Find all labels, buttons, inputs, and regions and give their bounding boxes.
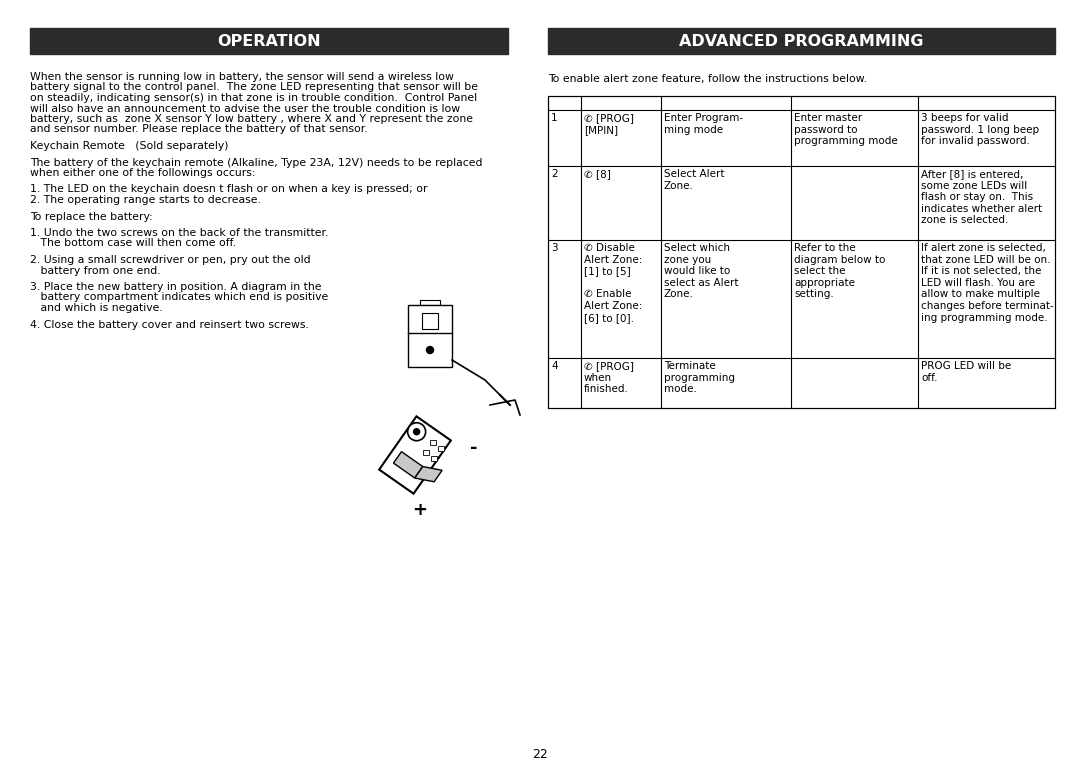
Text: Refer to the
diagram below to
select the
appropriate
setting.: Refer to the diagram below to select the… (794, 243, 886, 299)
Text: 2. The operating range starts to decrease.: 2. The operating range starts to decreas… (30, 195, 261, 205)
Bar (430, 440, 436, 445)
Text: The bottom case will then come off.: The bottom case will then come off. (30, 238, 237, 248)
Text: ✆ Disable
Alert Zone:
[1] to [5]

✆ Enable
Alert Zone:
[6] to [0].: ✆ Disable Alert Zone: [1] to [5] ✆ Enabl… (584, 243, 643, 322)
Bar (422, 313, 438, 329)
Bar (548, 96, 1055, 408)
Bar (438, 446, 444, 451)
Text: on steadily, indicating sensor(s) in that zone is in trouble condition.  Control: on steadily, indicating sensor(s) in tha… (30, 93, 477, 103)
Text: Select Alert
Zone.: Select Alert Zone. (664, 169, 725, 190)
Text: 3 beeps for valid
password. 1 long beep
for invalid password.: 3 beeps for valid password. 1 long beep … (921, 113, 1039, 146)
Bar (30, 28, 508, 54)
Text: To enable alert zone feature, follow the instructions below.: To enable alert zone feature, follow the… (548, 74, 867, 84)
Text: 1: 1 (551, 113, 557, 123)
Text: Enter Program-
ming mode: Enter Program- ming mode (664, 113, 743, 134)
FancyBboxPatch shape (408, 305, 453, 367)
Text: If alert zone is selected,
that zone LED will be on.
If it is not selected, the
: If alert zone is selected, that zone LED… (921, 243, 1054, 322)
Text: battery compartment indicates which end is positive: battery compartment indicates which end … (30, 293, 328, 303)
Bar (423, 450, 429, 455)
Polygon shape (393, 452, 422, 478)
Text: After [8] is entered,
some zone LEDs will
flash or stay on.  This
indicates whet: After [8] is entered, some zone LEDs wil… (921, 169, 1042, 225)
Text: 22: 22 (532, 748, 548, 761)
Text: Terminate
programming
mode.: Terminate programming mode. (664, 361, 735, 394)
Text: ✆ [8]: ✆ [8] (584, 169, 611, 179)
Text: The battery of the keychain remote (Alkaline, Type 23A, 12V) needs to be replace: The battery of the keychain remote (Alka… (30, 157, 483, 167)
Text: and which is negative.: and which is negative. (30, 303, 163, 313)
Bar (420, 300, 440, 305)
Text: +: + (413, 501, 428, 519)
Text: Select which
zone you
would like to
select as Alert
Zone.: Select which zone you would like to sele… (664, 243, 739, 299)
Text: 2. Using a small screwdriver or pen, pry out the old: 2. Using a small screwdriver or pen, pry… (30, 255, 311, 265)
Text: 4: 4 (551, 361, 557, 371)
Text: Enter master
password to
programming mode: Enter master password to programming mod… (794, 113, 897, 146)
Circle shape (414, 429, 420, 435)
Text: 1. The LED on the keychain doesn t flash or on when a key is pressed; or: 1. The LED on the keychain doesn t flash… (30, 184, 428, 195)
Text: and sensor number. Please replace the battery of that sensor.: and sensor number. Please replace the ba… (30, 125, 367, 134)
Polygon shape (379, 416, 450, 494)
Text: when either one of the followings occurs:: when either one of the followings occurs… (30, 168, 256, 178)
Text: Keychain Remote   (Sold separately): Keychain Remote (Sold separately) (30, 141, 229, 151)
Text: 3. Place the new battery in position. A diagram in the: 3. Place the new battery in position. A … (30, 282, 322, 292)
Text: will also have an announcement to advise the user the trouble condition is low: will also have an announcement to advise… (30, 103, 460, 114)
Bar (548, 28, 1055, 54)
Circle shape (427, 347, 433, 354)
Text: battery, such as  zone X sensor Y low battery , where X and Y represent the zone: battery, such as zone X sensor Y low bat… (30, 114, 473, 124)
Text: ✆ [PROG]
when
finished.: ✆ [PROG] when finished. (584, 361, 634, 394)
Polygon shape (415, 467, 442, 482)
Text: 3: 3 (551, 243, 557, 253)
Text: To replace the battery:: To replace the battery: (30, 212, 152, 222)
Text: PROG LED will be
off.: PROG LED will be off. (921, 361, 1011, 383)
Bar (431, 456, 437, 461)
Text: ✆ [PROG]
[MPIN]: ✆ [PROG] [MPIN] (584, 113, 634, 134)
Text: When the sensor is running low in battery, the sensor will send a wireless low: When the sensor is running low in batter… (30, 72, 454, 82)
Text: 2: 2 (551, 169, 557, 179)
Text: 1. Undo the two screws on the back of the transmitter.: 1. Undo the two screws on the back of th… (30, 228, 328, 238)
Text: OPERATION: OPERATION (217, 34, 321, 48)
Text: -: - (470, 439, 477, 457)
Text: battery from one end.: battery from one end. (30, 266, 161, 276)
Circle shape (407, 422, 426, 441)
Text: battery signal to the control panel.  The zone LED representing that sensor will: battery signal to the control panel. The… (30, 83, 478, 92)
Text: ADVANCED PROGRAMMING: ADVANCED PROGRAMMING (679, 34, 923, 48)
Text: 4. Close the battery cover and reinsert two screws.: 4. Close the battery cover and reinsert … (30, 319, 309, 329)
